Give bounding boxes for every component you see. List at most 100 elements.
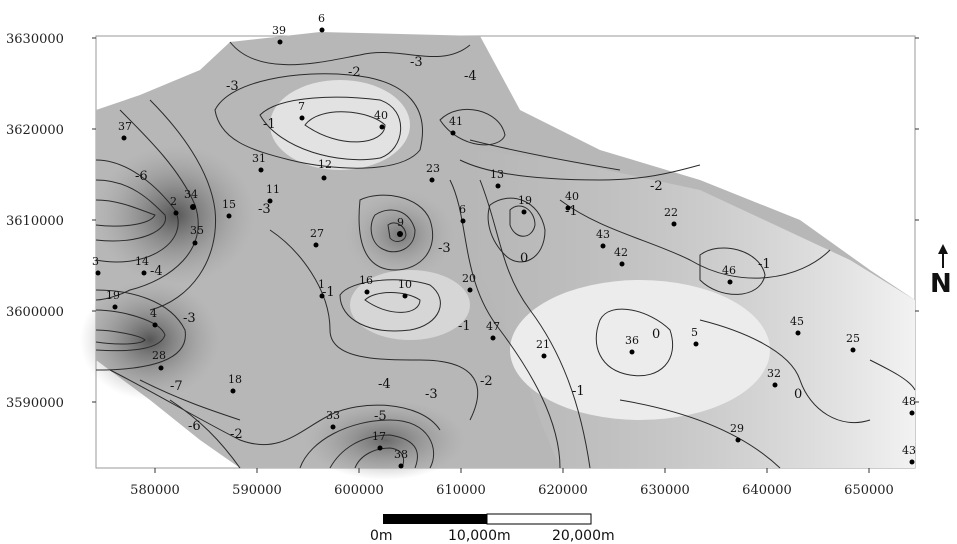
svg-text:19: 19: [106, 289, 120, 302]
well: 29: [730, 422, 744, 443]
svg-text:40: 40: [565, 190, 579, 203]
svg-text:31: 31: [252, 152, 266, 165]
svg-text:9: 9: [397, 216, 404, 229]
svg-text:19: 19: [518, 194, 532, 207]
well: 40: [565, 190, 579, 211]
svg-text:17: 17: [372, 430, 386, 443]
y-tick-label: 3630000: [6, 32, 64, 47]
x-tick-label: 620000: [538, 483, 588, 498]
well: 37: [118, 120, 132, 141]
contour-label: -3: [183, 311, 196, 326]
well: 28: [152, 349, 166, 371]
well: 23: [426, 162, 440, 183]
y-tick-label: 3590000: [6, 396, 64, 411]
well: 20: [462, 272, 476, 293]
well: 19: [518, 194, 532, 215]
y-tick-label: 3620000: [6, 123, 64, 138]
scale-label-0: 0m: [370, 528, 393, 544]
scale-label-20000: 20,000m: [552, 528, 615, 544]
x-tick-label: 630000: [640, 483, 690, 498]
svg-text:13: 13: [490, 168, 504, 181]
contour-label: -6: [188, 419, 201, 434]
well: 47: [486, 320, 500, 341]
svg-text:25: 25: [846, 332, 860, 345]
svg-text:35: 35: [190, 224, 204, 237]
svg-text:32: 32: [767, 367, 781, 380]
well: 40: [374, 109, 388, 130]
svg-text:34: 34: [184, 188, 198, 201]
well: 4: [150, 307, 158, 328]
contour-label: -1: [322, 285, 335, 300]
contour-label: -3: [410, 55, 423, 70]
svg-text:37: 37: [118, 120, 132, 133]
well: 16: [359, 274, 373, 295]
well: 42: [614, 246, 628, 267]
well: 31: [252, 152, 266, 173]
well: 5: [691, 326, 699, 347]
well: 2: [170, 195, 179, 216]
well: 43: [596, 228, 610, 249]
well: 32: [767, 367, 781, 388]
x-tick-label: 580000: [130, 483, 180, 498]
well: 38: [394, 448, 408, 469]
svg-text:43: 43: [596, 228, 610, 241]
contour-label: -7: [170, 379, 183, 394]
contour-label: 0: [520, 251, 528, 266]
well: 1: [318, 278, 325, 299]
svg-text:11: 11: [266, 183, 280, 196]
well: 46: [722, 264, 736, 285]
contour-label: -6: [135, 169, 148, 184]
contour-label: 0: [794, 387, 802, 402]
svg-text:39: 39: [272, 24, 286, 37]
well: 13: [490, 168, 504, 189]
contour-label: -4: [464, 69, 477, 84]
scale-label-10000: 10,000m: [448, 528, 511, 544]
contour-label: -2: [480, 374, 493, 389]
svg-text:47: 47: [486, 320, 500, 333]
svg-text:40: 40: [374, 109, 388, 122]
north-arrow-icon: N: [930, 244, 952, 299]
contour-label: -3: [425, 387, 438, 402]
svg-text:5: 5: [691, 326, 698, 339]
contour-label: 0: [652, 327, 660, 342]
well: 39: [272, 24, 286, 45]
contour-label: -1: [263, 117, 276, 132]
contour-label: -4: [150, 264, 163, 279]
contour-labels: -3 -2 -3 -4 -1 -6 -3 -1 -3 -2 -1 -3 -4 -…: [135, 55, 802, 442]
svg-text:14: 14: [135, 255, 149, 268]
well: 34: [184, 188, 198, 210]
svg-text:21: 21: [536, 338, 550, 351]
well: 48: [902, 395, 916, 416]
well: 25: [846, 332, 860, 353]
contour-label: -3: [226, 79, 239, 94]
svg-text:18: 18: [228, 373, 242, 386]
well: 7: [298, 100, 305, 121]
svg-text:45: 45: [790, 315, 804, 328]
well: 12: [318, 158, 332, 181]
contour-label: -4: [378, 377, 391, 392]
svg-text:15: 15: [222, 198, 236, 211]
svg-text:27: 27: [310, 227, 324, 240]
well: 17: [372, 430, 386, 451]
contour-label: -3: [258, 202, 271, 217]
svg-text:1: 1: [318, 278, 325, 291]
svg-text:48: 48: [902, 395, 916, 408]
svg-text:6: 6: [459, 203, 466, 216]
contour-label: -5: [374, 409, 387, 424]
x-tick-label: 590000: [232, 483, 282, 498]
well: 6: [318, 12, 325, 33]
well: 6: [459, 203, 466, 224]
x-tick-label: 600000: [334, 483, 384, 498]
shaded-surface: [80, 32, 915, 480]
x-tick-label: 610000: [436, 483, 486, 498]
svg-text:43: 43: [902, 444, 916, 457]
well: 33: [326, 409, 340, 430]
x-axis: 580000 590000 600000 610000 620000 63000…: [130, 468, 894, 498]
scale-bar: 0m 10,000m 20,000m: [370, 513, 615, 544]
svg-text:29: 29: [730, 422, 744, 435]
svg-text:7: 7: [298, 100, 305, 113]
x-tick-label: 640000: [742, 483, 792, 498]
contour-lines: [95, 41, 916, 469]
svg-text:42: 42: [614, 246, 628, 259]
